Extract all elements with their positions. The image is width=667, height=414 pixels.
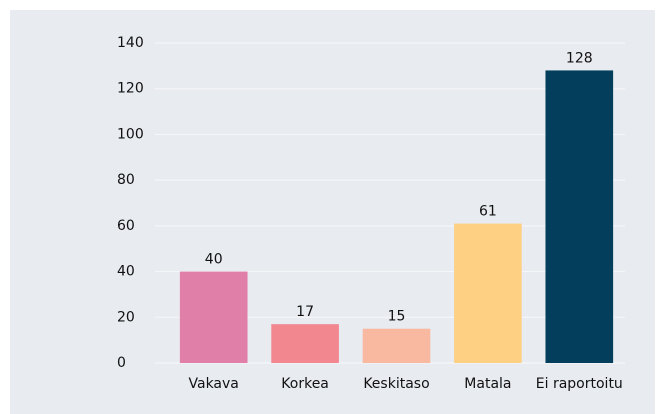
value-label: 61 — [479, 204, 497, 220]
value-label: 128 — [566, 50, 593, 66]
x-tick-label: Matala — [464, 376, 511, 392]
y-tick-label: 20 — [117, 309, 135, 325]
x-tick-label: Ei raportoitu — [536, 376, 623, 392]
value-label: 40 — [205, 252, 223, 268]
bar — [179, 271, 248, 363]
value-label: 17 — [296, 304, 314, 320]
bar — [545, 70, 614, 363]
y-tick-label: 140 — [117, 35, 144, 51]
x-tick-label: Vakava — [189, 376, 239, 392]
y-tick-label: 100 — [117, 126, 144, 142]
x-tick-label: Keskitaso — [363, 376, 429, 392]
y-tick-label: 120 — [117, 81, 144, 97]
bar — [271, 324, 339, 363]
y-tick-label: 80 — [117, 172, 135, 188]
y-tick-label: 60 — [117, 218, 135, 234]
y-tick-label: 40 — [117, 264, 135, 280]
x-tick-label: Korkea — [281, 376, 329, 392]
value-label: 15 — [388, 309, 406, 325]
y-tick-label: 0 — [117, 355, 126, 371]
bar — [454, 223, 522, 363]
bar — [362, 328, 431, 363]
